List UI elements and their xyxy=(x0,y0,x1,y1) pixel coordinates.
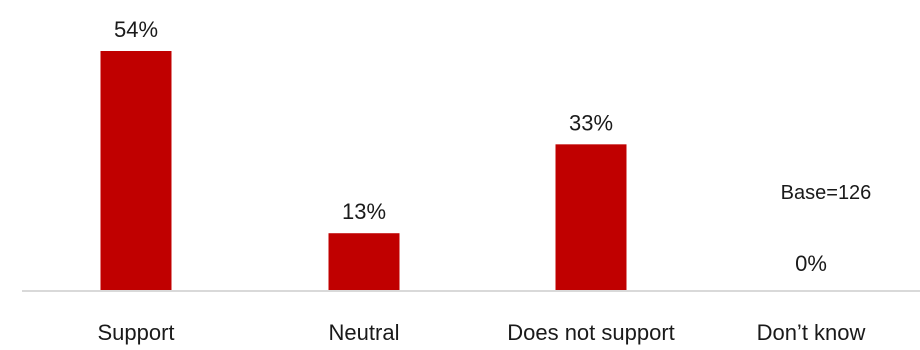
bar-1 xyxy=(328,233,400,291)
category-labels-layer: Support Neutral Does not support Don’t know xyxy=(97,320,865,345)
category-label-3: Don’t know xyxy=(757,320,866,345)
value-label-0: 54% xyxy=(114,17,158,42)
category-label-1: Neutral xyxy=(329,320,400,345)
base-annotation: Base=126 xyxy=(781,182,872,204)
category-label-0: Support xyxy=(97,320,174,345)
value-label-3: 0% xyxy=(795,251,827,276)
category-label-2: Does not support xyxy=(507,320,675,345)
bars-layer xyxy=(100,51,627,291)
value-label-2: 33% xyxy=(569,110,613,135)
bar-2 xyxy=(555,144,627,291)
value-label-1: 13% xyxy=(342,199,386,224)
value-labels-layer: 54% 13% 33% 0% xyxy=(114,17,827,276)
bar-0 xyxy=(100,51,172,291)
